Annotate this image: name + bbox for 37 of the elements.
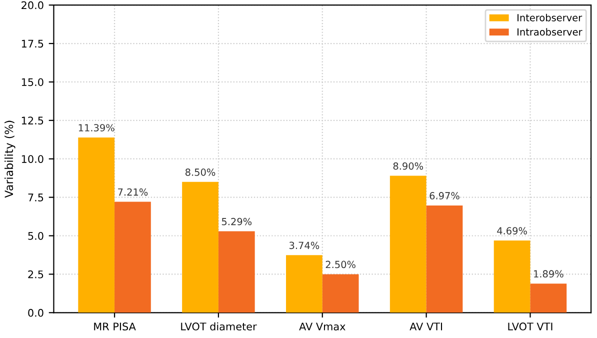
data-label: 3.74% (289, 242, 320, 250)
y-tick-label: 15.0 (22, 78, 44, 86)
data-label: 8.90% (393, 162, 424, 170)
x-tick-label: AV Vmax (299, 322, 346, 330)
bar (286, 255, 322, 313)
x-tick-label: LVOT diameter (181, 322, 257, 330)
y-tick-label: 17.5 (22, 40, 44, 48)
bar (426, 205, 463, 313)
data-label: 6.97% (430, 192, 460, 200)
data-label: 5.29% (222, 218, 252, 226)
y-axis-title: Variability (%) (4, 120, 16, 198)
bar (390, 176, 426, 313)
data-label: 7.21% (118, 188, 148, 196)
y-tick-label: 0.0 (28, 308, 44, 317)
y-tick-label: 5.0 (28, 232, 44, 240)
bar (218, 231, 255, 313)
y-tick-label: 2.5 (28, 270, 44, 278)
data-label: 8.50% (185, 168, 216, 176)
data-label: 4.69% (497, 227, 527, 234)
legend-label: Intraobserver (518, 28, 582, 36)
data-label: 2.50% (326, 260, 356, 268)
bar (114, 202, 151, 313)
data-label: 1.89% (534, 270, 564, 278)
y-tick-label: 7.5 (28, 194, 44, 202)
y-tick-label: 10.0 (22, 155, 44, 163)
legend-label: Interobserver (518, 14, 582, 22)
bar (182, 182, 218, 313)
y-tick-label: 20.0 (22, 1, 44, 10)
y-tick-label: 12.5 (22, 116, 44, 125)
x-tick-label: LVOT VTI (508, 322, 552, 330)
bar (322, 274, 359, 313)
bar (530, 284, 567, 313)
bar (78, 137, 115, 313)
x-tick-label: AV VTI (410, 322, 442, 330)
x-tick-label: MR PISA (94, 322, 136, 330)
bar (494, 240, 530, 313)
data-label: 11.39% (78, 124, 114, 132)
